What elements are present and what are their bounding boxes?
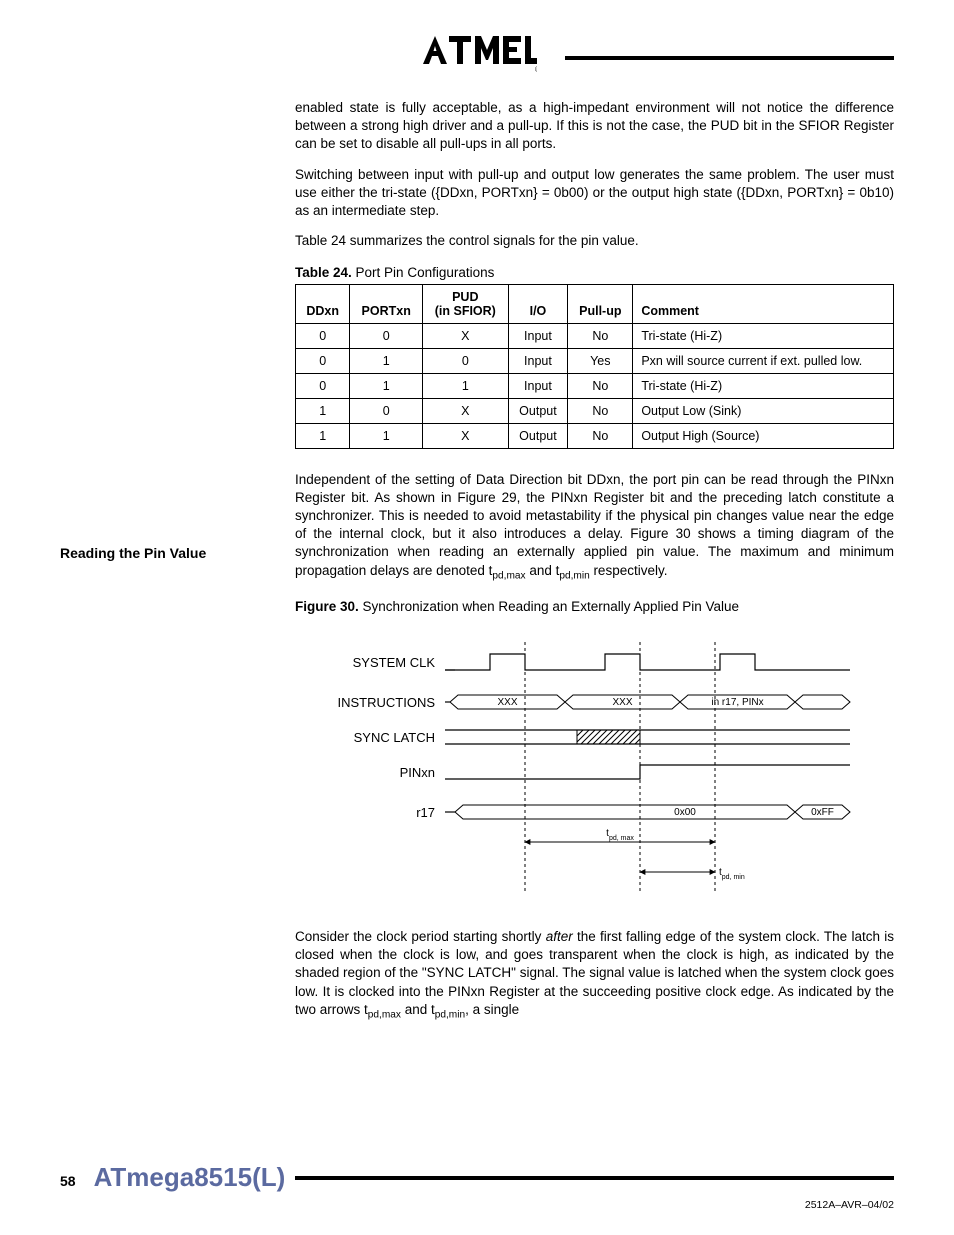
table-cell: 1 [296,398,350,423]
brand-logo: ® [60,30,894,79]
para-4c: respectively. [590,563,668,578]
para-4b: and t [526,563,560,578]
svg-text:SYSTEM CLK: SYSTEM CLK [353,655,436,670]
table-cell: X [423,423,509,448]
table-row: 010InputYesPxn will source current if ex… [296,348,894,373]
table-cell: No [568,373,633,398]
figure30-diagram: SYSTEM CLK INSTRUCTIONS SYNC LATCH PINxn r17… [295,622,855,912]
figure30-caption: Figure 30. Synchronization when Reading … [295,599,894,614]
figure30-caption-label: Figure 30. [295,599,359,614]
figure30-caption-text: Synchronization when Reading an External… [363,599,740,614]
table-cell: 0 [350,323,423,348]
table-cell: 1 [423,373,509,398]
table-cell: 1 [350,348,423,373]
table-cell: No [568,423,633,448]
table-cell: X [423,323,509,348]
table24-header: I/O [508,284,568,323]
table-cell: Input [508,323,568,348]
table-cell: Tri-state (Hi-Z) [633,373,894,398]
para-3: Table 24 summarizes the control signals … [295,232,894,250]
table-row: 011InputNoTri-state (Hi-Z) [296,373,894,398]
table24-header: Pull-up [568,284,633,323]
table-cell: 0 [296,323,350,348]
table-cell: 1 [350,373,423,398]
para-5c: and t [401,1002,435,1017]
table-row: 11XOutputNoOutput High (Source) [296,423,894,448]
svg-text:tpd, min: tpd, min [719,867,745,881]
svg-text:INSTRUCTIONS: INSTRUCTIONS [338,695,436,710]
para-5: Consider the clock period starting short… [295,928,894,1022]
table-cell: Input [508,373,568,398]
table-cell: No [568,323,633,348]
table-cell: Input [508,348,568,373]
sub-pdmax-2: pd,max [368,1010,401,1021]
table-cell: 0 [423,348,509,373]
table-cell: Tri-state (Hi-Z) [633,323,894,348]
table-cell: 1 [296,423,350,448]
table-cell: Output High (Source) [633,423,894,448]
table-cell: X [423,398,509,423]
section-heading-reading-pin-value: Reading the Pin Value [60,545,206,561]
table-cell: 0 [350,398,423,423]
table-cell: 1 [350,423,423,448]
table24-header: Comment [633,284,894,323]
table-cell: No [568,398,633,423]
table-row: 00XInputNoTri-state (Hi-Z) [296,323,894,348]
table-row: 10XOutputNoOutput Low (Sink) [296,398,894,423]
svg-text:0xFF: 0xFF [811,807,834,818]
table24: DDxnPORTxnPUD(in SFIOR)I/OPull-upComment… [295,284,894,449]
para-5d: , a single [465,1002,519,1017]
table24-caption-text: Port Pin Configurations [356,265,495,280]
table-cell: 0 [296,373,350,398]
para-2: Switching between input with pull-up and… [295,166,894,221]
table24-caption: Table 24. Port Pin Configurations [295,265,894,280]
svg-text:r17: r17 [416,805,435,820]
footer-doc-id: 2512A–AVR–04/02 [60,1199,894,1211]
table24-header: DDxn [296,284,350,323]
table24-header: PORTxn [350,284,423,323]
table-cell: 0 [296,348,350,373]
svg-text:tpd, max: tpd, max [606,828,634,842]
svg-text:PINxn: PINxn [400,765,435,780]
svg-text:in r17, PINx: in r17, PINx [711,697,763,708]
para-1: enabled state is fully acceptable, as a … [295,99,894,154]
sub-pdmax-1: pd,max [492,570,525,581]
table-cell: Yes [568,348,633,373]
sub-pdmin-1: pd,min [559,570,589,581]
svg-text:0x00: 0x00 [674,807,696,818]
para-4: Independent of the setting of Data Direc… [295,471,894,583]
footer-doc-title: ATmega8515(L) [94,1162,286,1193]
table24-caption-label: Table 24. [295,265,352,280]
header-rule [565,56,894,60]
svg-text:®: ® [535,65,537,74]
table-cell: Output Low (Sink) [633,398,894,423]
table-cell: Pxn will source current if ext. pulled l… [633,348,894,373]
svg-text:XXX: XXX [612,697,632,708]
page-footer: 58 ATmega8515(L) 2512A–AVR–04/02 [60,1162,894,1211]
para-5a: Consider the clock period starting short… [295,929,546,944]
footer-page-number: 58 [60,1173,76,1189]
table24-header: PUD(in SFIOR) [423,284,509,323]
sub-pdmin-2: pd,min [435,1010,465,1021]
table-cell: Output [508,423,568,448]
para-5-after: after [546,929,573,944]
svg-text:XXX: XXX [497,697,517,708]
table-cell: Output [508,398,568,423]
footer-rule [295,1176,894,1180]
svg-text:SYNC LATCH: SYNC LATCH [354,730,435,745]
